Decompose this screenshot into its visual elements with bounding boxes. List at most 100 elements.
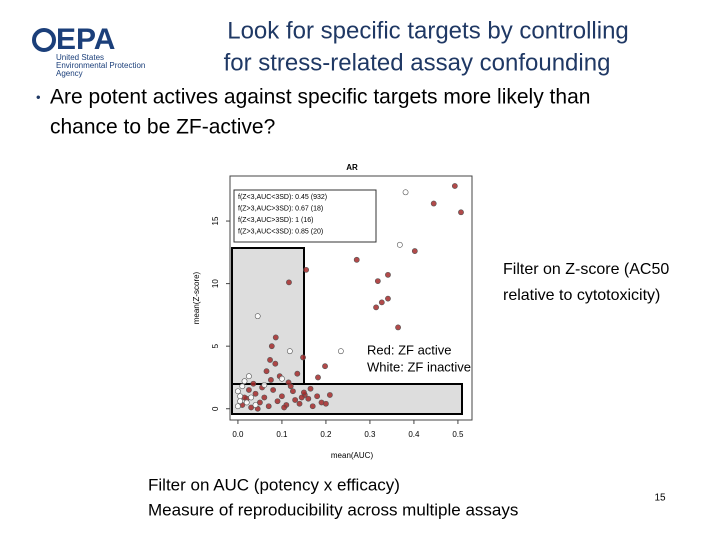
point xyxy=(274,398,281,405)
point xyxy=(309,403,316,410)
point xyxy=(353,256,360,263)
point xyxy=(290,388,296,395)
point xyxy=(314,393,321,400)
plot-frame xyxy=(229,175,473,421)
stats-line: f(Z<3,AUC<3SD): 0.45 (932) xyxy=(238,194,327,201)
point xyxy=(246,387,252,393)
point xyxy=(252,390,259,397)
slide-title: for stress-related assay confounding xyxy=(224,49,611,76)
slide-title: Look for specific targets by controlling xyxy=(227,17,629,44)
point xyxy=(323,400,329,407)
logo-name: EPA xyxy=(56,23,115,56)
point xyxy=(268,343,275,350)
point xyxy=(254,313,261,320)
x-tick-label: 0.4 xyxy=(408,430,420,439)
point xyxy=(296,400,303,407)
point xyxy=(257,399,263,406)
point xyxy=(300,354,306,361)
legend-label: White: ZF inactive xyxy=(367,359,471,374)
point xyxy=(250,380,257,387)
logo-line: Agency xyxy=(56,69,83,78)
y-tick-label: 15 xyxy=(211,216,220,225)
point xyxy=(281,404,288,411)
legend-label: Red: ZF active xyxy=(367,342,452,357)
annotation: Measure of reproducibility across multip… xyxy=(148,500,518,519)
point xyxy=(305,395,312,402)
point xyxy=(301,389,307,396)
x-tick-label: 0.2 xyxy=(320,430,332,439)
point xyxy=(267,357,273,363)
point xyxy=(378,299,385,306)
point xyxy=(337,348,344,355)
point xyxy=(322,363,328,370)
point xyxy=(402,189,409,196)
point xyxy=(298,394,305,401)
chart-title: AR xyxy=(346,163,358,172)
x-axis-label: mean(AUC) xyxy=(331,451,374,460)
point xyxy=(248,394,255,401)
logo-line: United States xyxy=(56,53,104,62)
annotation: relative to cytotoxicity) xyxy=(503,287,660,304)
point xyxy=(272,334,279,341)
chart: AR mean(AUC) mean(Z-score) 0.0 0.1 0.2 0.3 0… xyxy=(192,163,473,460)
point xyxy=(385,295,391,302)
x-tick-label: 0.0 xyxy=(232,430,244,439)
annotation: Filter on Z-score (AC50 xyxy=(503,261,669,278)
point xyxy=(261,382,268,388)
stats-box xyxy=(233,189,377,243)
point xyxy=(395,324,401,331)
stats-line: f(Z>3,AUC>3SD): 0.67 (18) xyxy=(238,205,323,212)
point xyxy=(385,271,391,278)
point xyxy=(315,374,321,381)
point xyxy=(272,360,279,367)
point xyxy=(239,383,246,390)
point xyxy=(279,393,285,400)
y-tick-label: 10 xyxy=(211,279,220,288)
page-number: 15 xyxy=(654,493,666,504)
point xyxy=(279,375,285,382)
point xyxy=(263,368,270,375)
point xyxy=(285,379,292,386)
logo-icon xyxy=(32,28,56,52)
point xyxy=(451,183,458,189)
x-tick-label: 0.5 xyxy=(452,430,464,439)
point xyxy=(286,279,292,286)
y-tick-label: 5 xyxy=(211,343,220,348)
bullet-mark: • xyxy=(36,89,41,104)
point xyxy=(235,388,241,395)
bullet-text: Are potent actives against specific targ… xyxy=(50,86,590,109)
logo: EPA United States Environmental Protecti… xyxy=(32,23,145,78)
stats-line: f(Z>3,AUC<3SD): 0.85 (20) xyxy=(238,228,323,235)
y-tick-label: 0 xyxy=(211,406,220,411)
x-tick-label: 0.3 xyxy=(364,430,376,439)
point xyxy=(374,278,381,285)
point xyxy=(261,394,268,401)
logo-line: Environmental Protection xyxy=(56,61,145,70)
point xyxy=(243,399,250,406)
point xyxy=(270,387,277,393)
point xyxy=(237,398,244,405)
point xyxy=(235,403,241,410)
point xyxy=(241,378,248,385)
point xyxy=(292,397,299,403)
point xyxy=(248,404,255,411)
point xyxy=(237,393,244,400)
point xyxy=(396,241,403,248)
bullet-text: chance to be ZF-active? xyxy=(50,116,275,139)
point xyxy=(411,248,418,254)
point xyxy=(326,392,333,398)
point xyxy=(373,304,379,311)
point xyxy=(294,370,301,377)
point xyxy=(458,209,464,216)
point xyxy=(307,385,314,392)
point xyxy=(265,403,272,410)
x-tick-label: 0.1 xyxy=(276,430,288,439)
annotation: Filter on AUC (potency x efficacy) xyxy=(148,475,400,494)
point xyxy=(246,373,252,380)
y-axis-label: mean(Z-score) xyxy=(192,271,201,324)
point xyxy=(303,266,310,273)
point xyxy=(286,348,293,355)
auc-filter-box xyxy=(231,383,463,415)
